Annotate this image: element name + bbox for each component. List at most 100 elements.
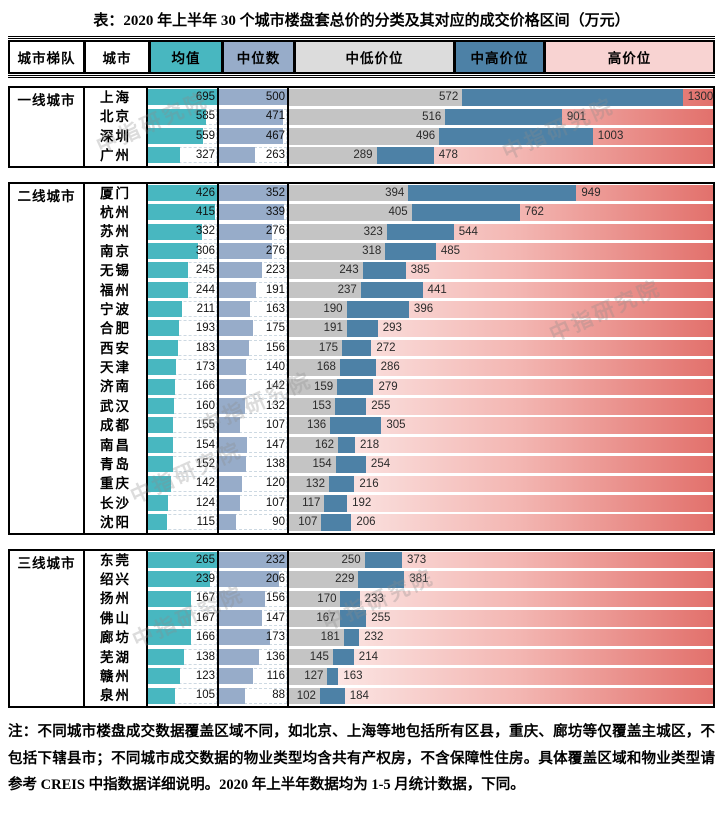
table-row: 廊坊 166 173 181 232	[85, 628, 713, 648]
median-cell: 107	[219, 493, 289, 514]
median-cell: 276	[219, 241, 289, 262]
median-cell: 223	[219, 261, 289, 281]
mid-high-bar	[338, 436, 356, 454]
city-name: 武汉	[85, 396, 148, 417]
mean-cell: 160	[148, 396, 219, 417]
mid-low-value: 127	[304, 670, 324, 683]
median-bar	[219, 359, 247, 376]
price-range-cell: 405 762	[289, 203, 713, 222]
mid-low-bar	[289, 456, 336, 473]
header-city-tier: 城市梯队	[8, 40, 85, 74]
city-name: 苏州	[85, 222, 148, 242]
mean-cell: 152	[148, 455, 219, 475]
mid-high-bar	[339, 359, 376, 376]
mean-value: 239	[195, 572, 215, 585]
mean-bar	[148, 262, 188, 279]
median-cell: 138	[219, 455, 289, 475]
median-bar	[219, 204, 285, 221]
mean-bar	[148, 436, 173, 453]
mid-high-value: 272	[376, 341, 396, 354]
table-row: 福州 244 191 237 441	[85, 280, 713, 300]
price-range-cell: 175 272	[289, 339, 713, 358]
table-title: 表：2020 年上半年 30 个城市楼盘套总价的分类及其对应的成交价格区间（万元…	[93, 13, 630, 29]
median-value: 156	[265, 592, 285, 605]
price-range-cell: 154 254	[289, 455, 713, 474]
median-bar	[219, 475, 243, 492]
mean-bar	[148, 301, 183, 318]
city-name: 无锡	[85, 261, 148, 281]
table-row: 重庆 142 120 132 216	[85, 474, 713, 494]
high-price-strip: 107 206	[289, 514, 713, 531]
mean-bar	[148, 127, 204, 144]
price-range-cell: 153 255	[289, 397, 713, 416]
high-price-strip: 168 286	[289, 359, 713, 376]
median-bar	[219, 281, 256, 298]
high-price-strip: 132 216	[289, 475, 713, 493]
table-row: 西安 183 156 175 272	[85, 338, 713, 359]
tier-rows: 东莞 265 232 250 373 绍兴 239 206 229 381 扬州 167 156 170 2…	[85, 550, 713, 706]
median-value: 120	[265, 477, 285, 490]
mid-low-bar	[289, 648, 333, 666]
mean-value: 123	[195, 669, 215, 682]
median-value: 116	[266, 669, 285, 682]
mean-bar	[148, 590, 192, 607]
median-bar	[219, 301, 251, 318]
price-range-cell: 127 163	[289, 667, 713, 686]
mid-high-value: 1003	[597, 129, 624, 142]
mid-high-bar	[342, 339, 372, 357]
high-price-strip: 516 901	[289, 108, 713, 126]
mid-high-value: 949	[581, 186, 601, 199]
median-value: 500	[265, 91, 285, 103]
median-bar	[219, 495, 240, 511]
mean-bar	[148, 359, 177, 376]
high-price-strip: 318 485	[289, 242, 713, 260]
mid-low-value: 167	[316, 611, 336, 624]
price-range-cell: 318 485	[289, 242, 713, 261]
mid-high-value: 286	[380, 361, 400, 374]
table-row: 沈阳 115 90 107 206	[85, 513, 713, 533]
mid-high-value: 218	[360, 438, 380, 451]
table-row: 苏州 332 276 323 544	[85, 222, 713, 242]
median-bar	[219, 609, 263, 626]
city-name: 赣州	[85, 666, 148, 687]
city-name: 泉州	[85, 686, 148, 706]
mid-low-bar	[289, 184, 409, 202]
mid-low-bar	[289, 242, 386, 260]
table-row: 佛山 167 147 167 255	[85, 608, 713, 629]
mean-cell: 332	[148, 222, 219, 242]
mid-high-bar	[411, 204, 520, 221]
mean-cell: 327	[148, 146, 219, 166]
mid-low-bar	[289, 609, 340, 627]
median-cell: 263	[219, 146, 289, 166]
mid-high-bar	[362, 262, 406, 279]
mean-value: 167	[195, 592, 215, 605]
mean-cell: 211	[148, 299, 219, 320]
median-value: 276	[265, 244, 285, 257]
mean-value: 585	[195, 110, 215, 123]
mid-high-bar	[327, 668, 339, 685]
tier-label: 三线城市	[10, 550, 85, 706]
price-range-cell: 159 279	[289, 377, 713, 396]
tier-blocks-container: 一线城市 上海 695 500 572 1300 北京 585 471 516 901 深圳 559 46…	[8, 86, 715, 708]
mid-low-bar	[289, 398, 336, 415]
price-range-cell: 168 286	[289, 358, 713, 377]
high-price-strip: 145 214	[289, 648, 713, 666]
mean-value: 173	[195, 361, 215, 374]
mid-high-value: 233	[364, 592, 384, 605]
mean-bar	[148, 320, 180, 337]
mid-high-value: 1300	[687, 91, 714, 104]
median-value: 191	[265, 283, 285, 296]
mean-value: 154	[195, 438, 215, 451]
mid-low-value: 243	[339, 264, 359, 277]
mid-high-bar	[335, 456, 366, 473]
table-row: 南京 306 276 318 485	[85, 241, 713, 262]
median-value: 352	[265, 186, 285, 199]
mid-high-bar	[330, 417, 382, 435]
median-value: 107	[265, 419, 285, 432]
median-bar	[219, 436, 248, 453]
header-mean: 均值	[150, 40, 223, 74]
mean-cell: 239	[148, 569, 219, 590]
mean-bar	[148, 551, 217, 568]
mean-cell: 244	[148, 280, 219, 300]
median-bar	[219, 89, 287, 106]
